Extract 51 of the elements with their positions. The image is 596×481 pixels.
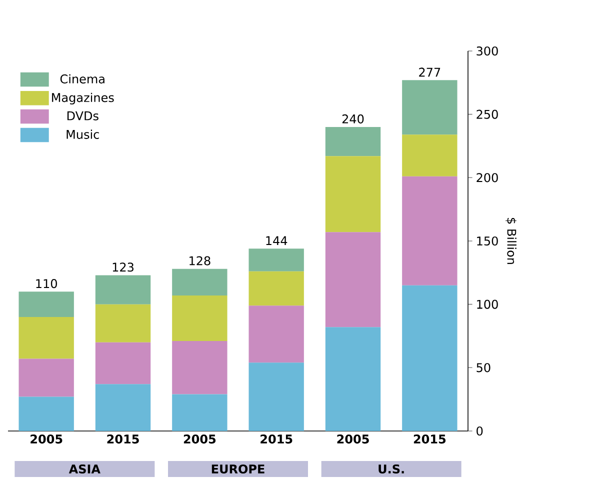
bar <box>172 268 228 296</box>
bar <box>172 341 228 394</box>
y-tick-label: 50 <box>476 363 490 372</box>
y-tick-label: 100 <box>477 300 498 309</box>
legend-label: Music <box>66 130 99 139</box>
x-tick-label: 2015 <box>414 434 446 444</box>
x-tick-label: 2005 <box>184 434 216 444</box>
bar <box>402 285 458 431</box>
bar <box>248 248 304 272</box>
x-tick-label: 2005 <box>337 434 369 444</box>
bar <box>325 327 381 431</box>
bar <box>95 342 151 384</box>
total-label: 110 <box>36 279 57 288</box>
bar <box>248 306 304 363</box>
y-tick-label: 200 <box>476 173 498 182</box>
bar <box>402 134 458 176</box>
bar <box>248 271 304 306</box>
bar <box>325 126 381 156</box>
legend-label: Cinema <box>60 74 104 84</box>
bar <box>18 292 74 317</box>
bar <box>248 362 304 431</box>
x-tick-label: 2015 <box>260 434 292 444</box>
bar <box>95 275 151 304</box>
bar <box>172 394 228 431</box>
y-tick-label: 300 <box>476 46 498 56</box>
bar <box>95 384 151 431</box>
bar <box>172 295 228 342</box>
bar <box>18 396 74 431</box>
bar <box>402 80 458 135</box>
bar <box>18 358 74 397</box>
x-tick-label: 2015 <box>107 434 139 444</box>
y-tick-label: 150 <box>477 236 498 246</box>
legend-label: DVDs <box>67 111 98 120</box>
legend-label: Magazines <box>52 92 114 104</box>
total-label: 128 <box>190 256 210 266</box>
bar <box>95 304 151 342</box>
bar <box>325 232 381 328</box>
y-axis-title: $ Billion <box>506 218 516 264</box>
total-label: 240 <box>342 114 364 124</box>
total-label: 123 <box>112 262 134 272</box>
text: EUROPE <box>212 464 264 474</box>
bar <box>325 156 381 232</box>
bar <box>402 176 458 286</box>
text: U.S. <box>378 464 404 474</box>
total-label: 277 <box>419 68 440 77</box>
x-tick-label: 2005 <box>30 434 62 444</box>
y-tick-label: 0 <box>476 426 483 436</box>
text: ASIA <box>68 464 100 474</box>
total-label: 144 <box>266 236 288 246</box>
bar <box>18 316 74 359</box>
y-tick-label: 250 <box>476 110 498 119</box>
